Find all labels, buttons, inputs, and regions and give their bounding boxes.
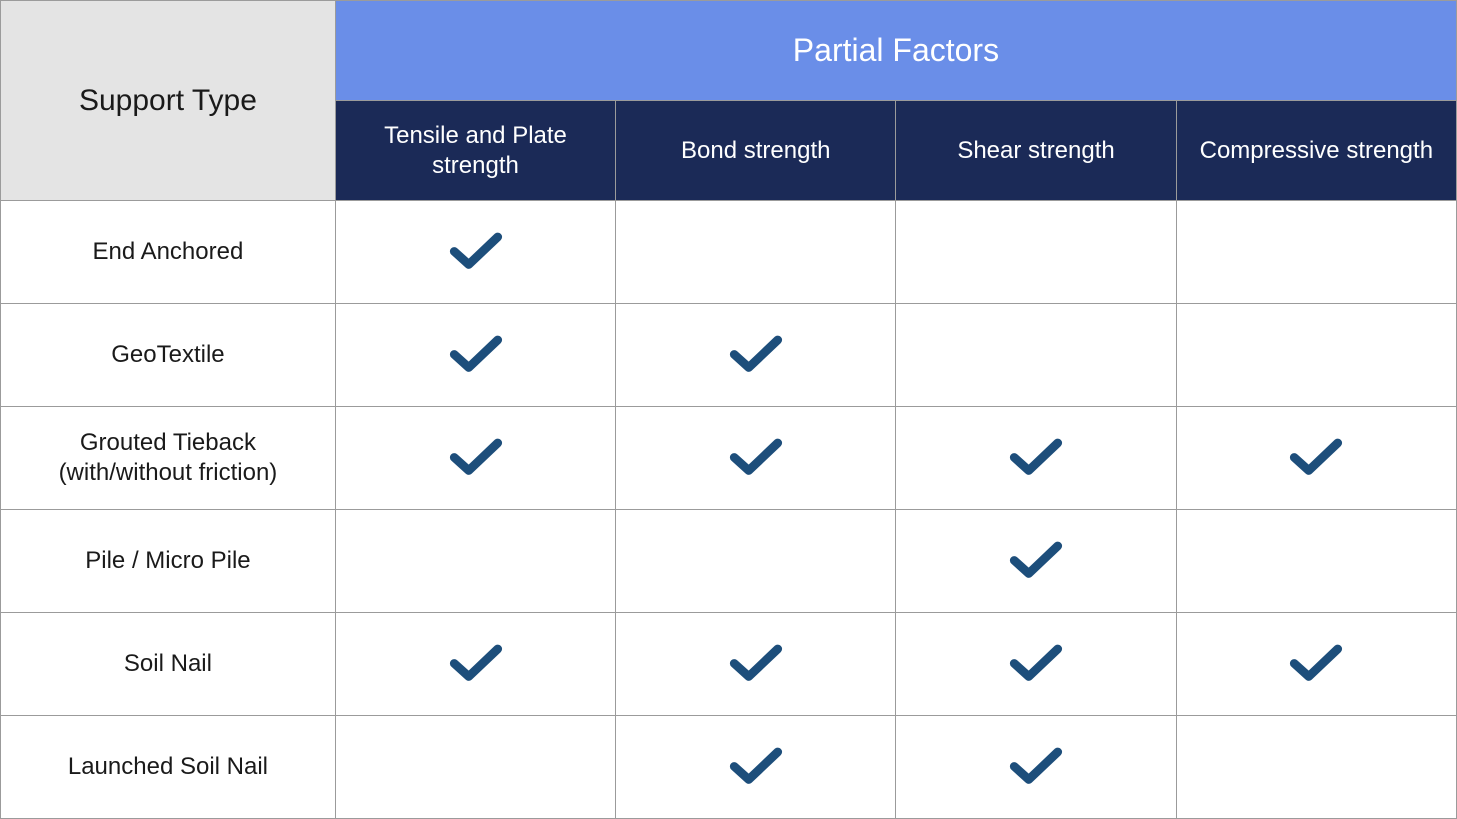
table: Support Type Partial Factors Tensile and… <box>0 0 1457 819</box>
cell-r1-c0 <box>335 304 615 407</box>
cell-r3-c0 <box>335 510 615 613</box>
partial-factors-table: Support Type Partial Factors Tensile and… <box>0 0 1457 817</box>
table-row: GeoTextile <box>1 304 1457 407</box>
row-label: End Anchored <box>1 201 336 304</box>
header-partial-factors: Partial Factors <box>335 1 1456 101</box>
table-body: End Anchored GeoTextile Grouted Tieback … <box>1 201 1457 819</box>
check-icon <box>447 228 505 272</box>
check-icon <box>1287 640 1345 684</box>
row-label: Grouted Tieback (with/without friction) <box>1 407 336 510</box>
cell-r4-c3 <box>1176 613 1456 716</box>
row-label: Pile / Micro Pile <box>1 510 336 613</box>
check-icon <box>447 434 505 478</box>
cell-r2-c3 <box>1176 407 1456 510</box>
check-icon <box>1007 640 1065 684</box>
check-icon <box>727 640 785 684</box>
check-icon <box>447 640 505 684</box>
header-support-type: Support Type <box>1 1 336 201</box>
subheader-col-2: Shear strength <box>896 101 1176 201</box>
table-row: Grouted Tieback (with/without friction) <box>1 407 1457 510</box>
cell-r0-c1 <box>616 201 896 304</box>
cell-r5-c2 <box>896 716 1176 819</box>
check-icon <box>447 331 505 375</box>
cell-r0-c0 <box>335 201 615 304</box>
check-icon <box>727 743 785 787</box>
cell-r4-c1 <box>616 613 896 716</box>
cell-r2-c0 <box>335 407 615 510</box>
cell-r3-c2 <box>896 510 1176 613</box>
subheader-col-1: Bond strength <box>616 101 896 201</box>
cell-r5-c3 <box>1176 716 1456 819</box>
subheader-col-0: Tensile and Plate strength <box>335 101 615 201</box>
cell-r5-c1 <box>616 716 896 819</box>
cell-r3-c3 <box>1176 510 1456 613</box>
cell-r4-c0 <box>335 613 615 716</box>
table-row: Pile / Micro Pile <box>1 510 1457 613</box>
cell-r5-c0 <box>335 716 615 819</box>
cell-r0-c3 <box>1176 201 1456 304</box>
check-icon <box>727 331 785 375</box>
cell-r1-c2 <box>896 304 1176 407</box>
cell-r2-c2 <box>896 407 1176 510</box>
row-label: Launched Soil Nail <box>1 716 336 819</box>
cell-r0-c2 <box>896 201 1176 304</box>
cell-r1-c1 <box>616 304 896 407</box>
table-row: End Anchored <box>1 201 1457 304</box>
cell-r3-c1 <box>616 510 896 613</box>
table-row: Launched Soil Nail <box>1 716 1457 819</box>
check-icon <box>1007 434 1065 478</box>
table-row: Soil Nail <box>1 613 1457 716</box>
row-label: GeoTextile <box>1 304 336 407</box>
check-icon <box>1007 743 1065 787</box>
cell-r1-c3 <box>1176 304 1456 407</box>
check-icon <box>727 434 785 478</box>
cell-r4-c2 <box>896 613 1176 716</box>
check-icon <box>1287 434 1345 478</box>
row-label: Soil Nail <box>1 613 336 716</box>
cell-r2-c1 <box>616 407 896 510</box>
subheader-col-3: Compressive strength <box>1176 101 1456 201</box>
check-icon <box>1007 537 1065 581</box>
